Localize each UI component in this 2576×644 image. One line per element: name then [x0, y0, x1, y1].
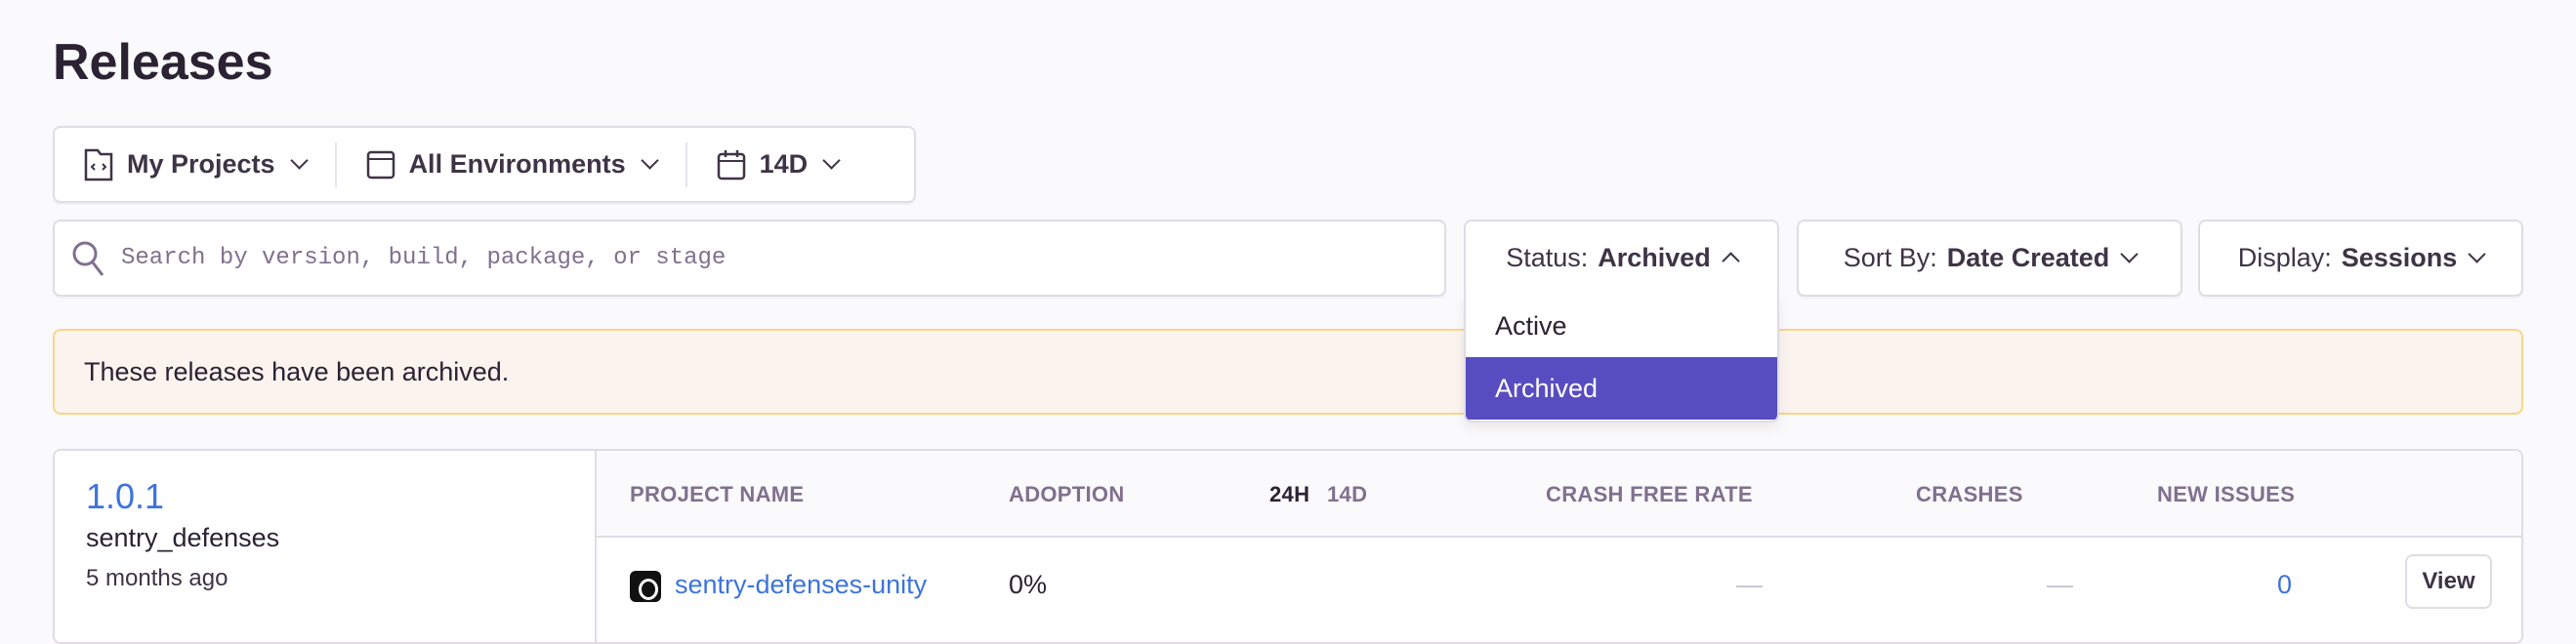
display-dropdown-button[interactable]: Display: Sessions — [2198, 220, 2523, 297]
search-input[interactable] — [121, 245, 1391, 271]
project-selector[interactable]: My Projects — [55, 128, 335, 201]
status-option-active[interactable]: Active — [1495, 310, 1567, 341]
divider — [334, 141, 337, 187]
chevron-down-icon — [289, 151, 309, 170]
release-project: sentry_defenses — [86, 523, 280, 552]
date-range-selector[interactable]: 14D — [687, 128, 868, 201]
col-crash-free-rate: CRASH FREE RATE — [1546, 482, 1753, 506]
chevron-up-icon — [1722, 252, 1740, 270]
archived-alert-banner: These releases have been archived. — [53, 329, 2523, 415]
status-label: Status: — [1506, 243, 1589, 272]
display-value: Sessions — [2341, 243, 2458, 272]
release-card: 1.0.1 sentry_defenses 5 months ago PROJE… — [53, 449, 2523, 644]
chevron-down-icon — [2120, 245, 2139, 263]
status-dropdown-button[interactable]: Status: Archived — [1464, 220, 1779, 297]
status-dropdown-menu: Active Archived — [1464, 295, 1779, 423]
environment-selector-label: All Environments — [408, 149, 626, 179]
period-toggle-14d[interactable]: 14D — [1327, 482, 1368, 506]
adoption-value: 0% — [1009, 570, 1048, 599]
chevron-down-icon — [2468, 245, 2486, 263]
status-value: Archived — [1598, 243, 1711, 272]
project-folder-icon — [84, 148, 113, 181]
page-filter-bar: My Projects All Environments 14D — [53, 126, 916, 203]
sort-dropdown-button[interactable]: Sort By: Date Created — [1797, 220, 2182, 297]
crashes-value: — — [2047, 570, 2073, 599]
table-row: sentry-defenses-unity — [630, 570, 927, 602]
col-new-issues: NEW ISSUES — [2157, 482, 2296, 506]
display-label: Display: — [2237, 243, 2332, 272]
new-issues-link[interactable]: 0 — [2277, 570, 2293, 599]
sort-value: Date Created — [1946, 243, 2110, 272]
divider — [685, 141, 687, 187]
chevron-down-icon — [640, 151, 659, 170]
release-age: 5 months ago — [86, 565, 229, 591]
project-selector-label: My Projects — [127, 149, 275, 179]
col-crashes: CRASHES — [1916, 482, 2023, 506]
period-toggle-24h[interactable]: 24H — [1269, 482, 1310, 506]
date-range-label: 14D — [759, 149, 809, 179]
col-adoption: ADOPTION — [1009, 482, 1125, 506]
view-button[interactable]: View — [2405, 554, 2492, 609]
calendar-icon — [717, 149, 745, 180]
unity-project-icon — [630, 570, 661, 602]
crash-free-rate-value: — — [1736, 570, 1763, 599]
page-title: Releases — [53, 34, 273, 91]
environment-selector[interactable]: All Environments — [337, 128, 686, 201]
search-bar — [53, 220, 1446, 297]
sort-label: Sort By: — [1843, 243, 1937, 272]
chevron-down-icon — [822, 151, 841, 170]
archived-alert-text: These releases have been archived. — [84, 356, 510, 386]
search-icon — [72, 241, 104, 276]
project-link[interactable]: sentry-defenses-unity — [675, 570, 928, 599]
status-option-archived[interactable]: Archived — [1466, 357, 1777, 420]
col-project-name: PROJECT NAME — [630, 482, 805, 506]
release-version-link[interactable]: 1.0.1 — [86, 476, 165, 516]
table-header — [597, 451, 2521, 538]
release-info: 1.0.1 sentry_defenses 5 months ago — [55, 451, 597, 642]
window-icon — [366, 150, 395, 179]
